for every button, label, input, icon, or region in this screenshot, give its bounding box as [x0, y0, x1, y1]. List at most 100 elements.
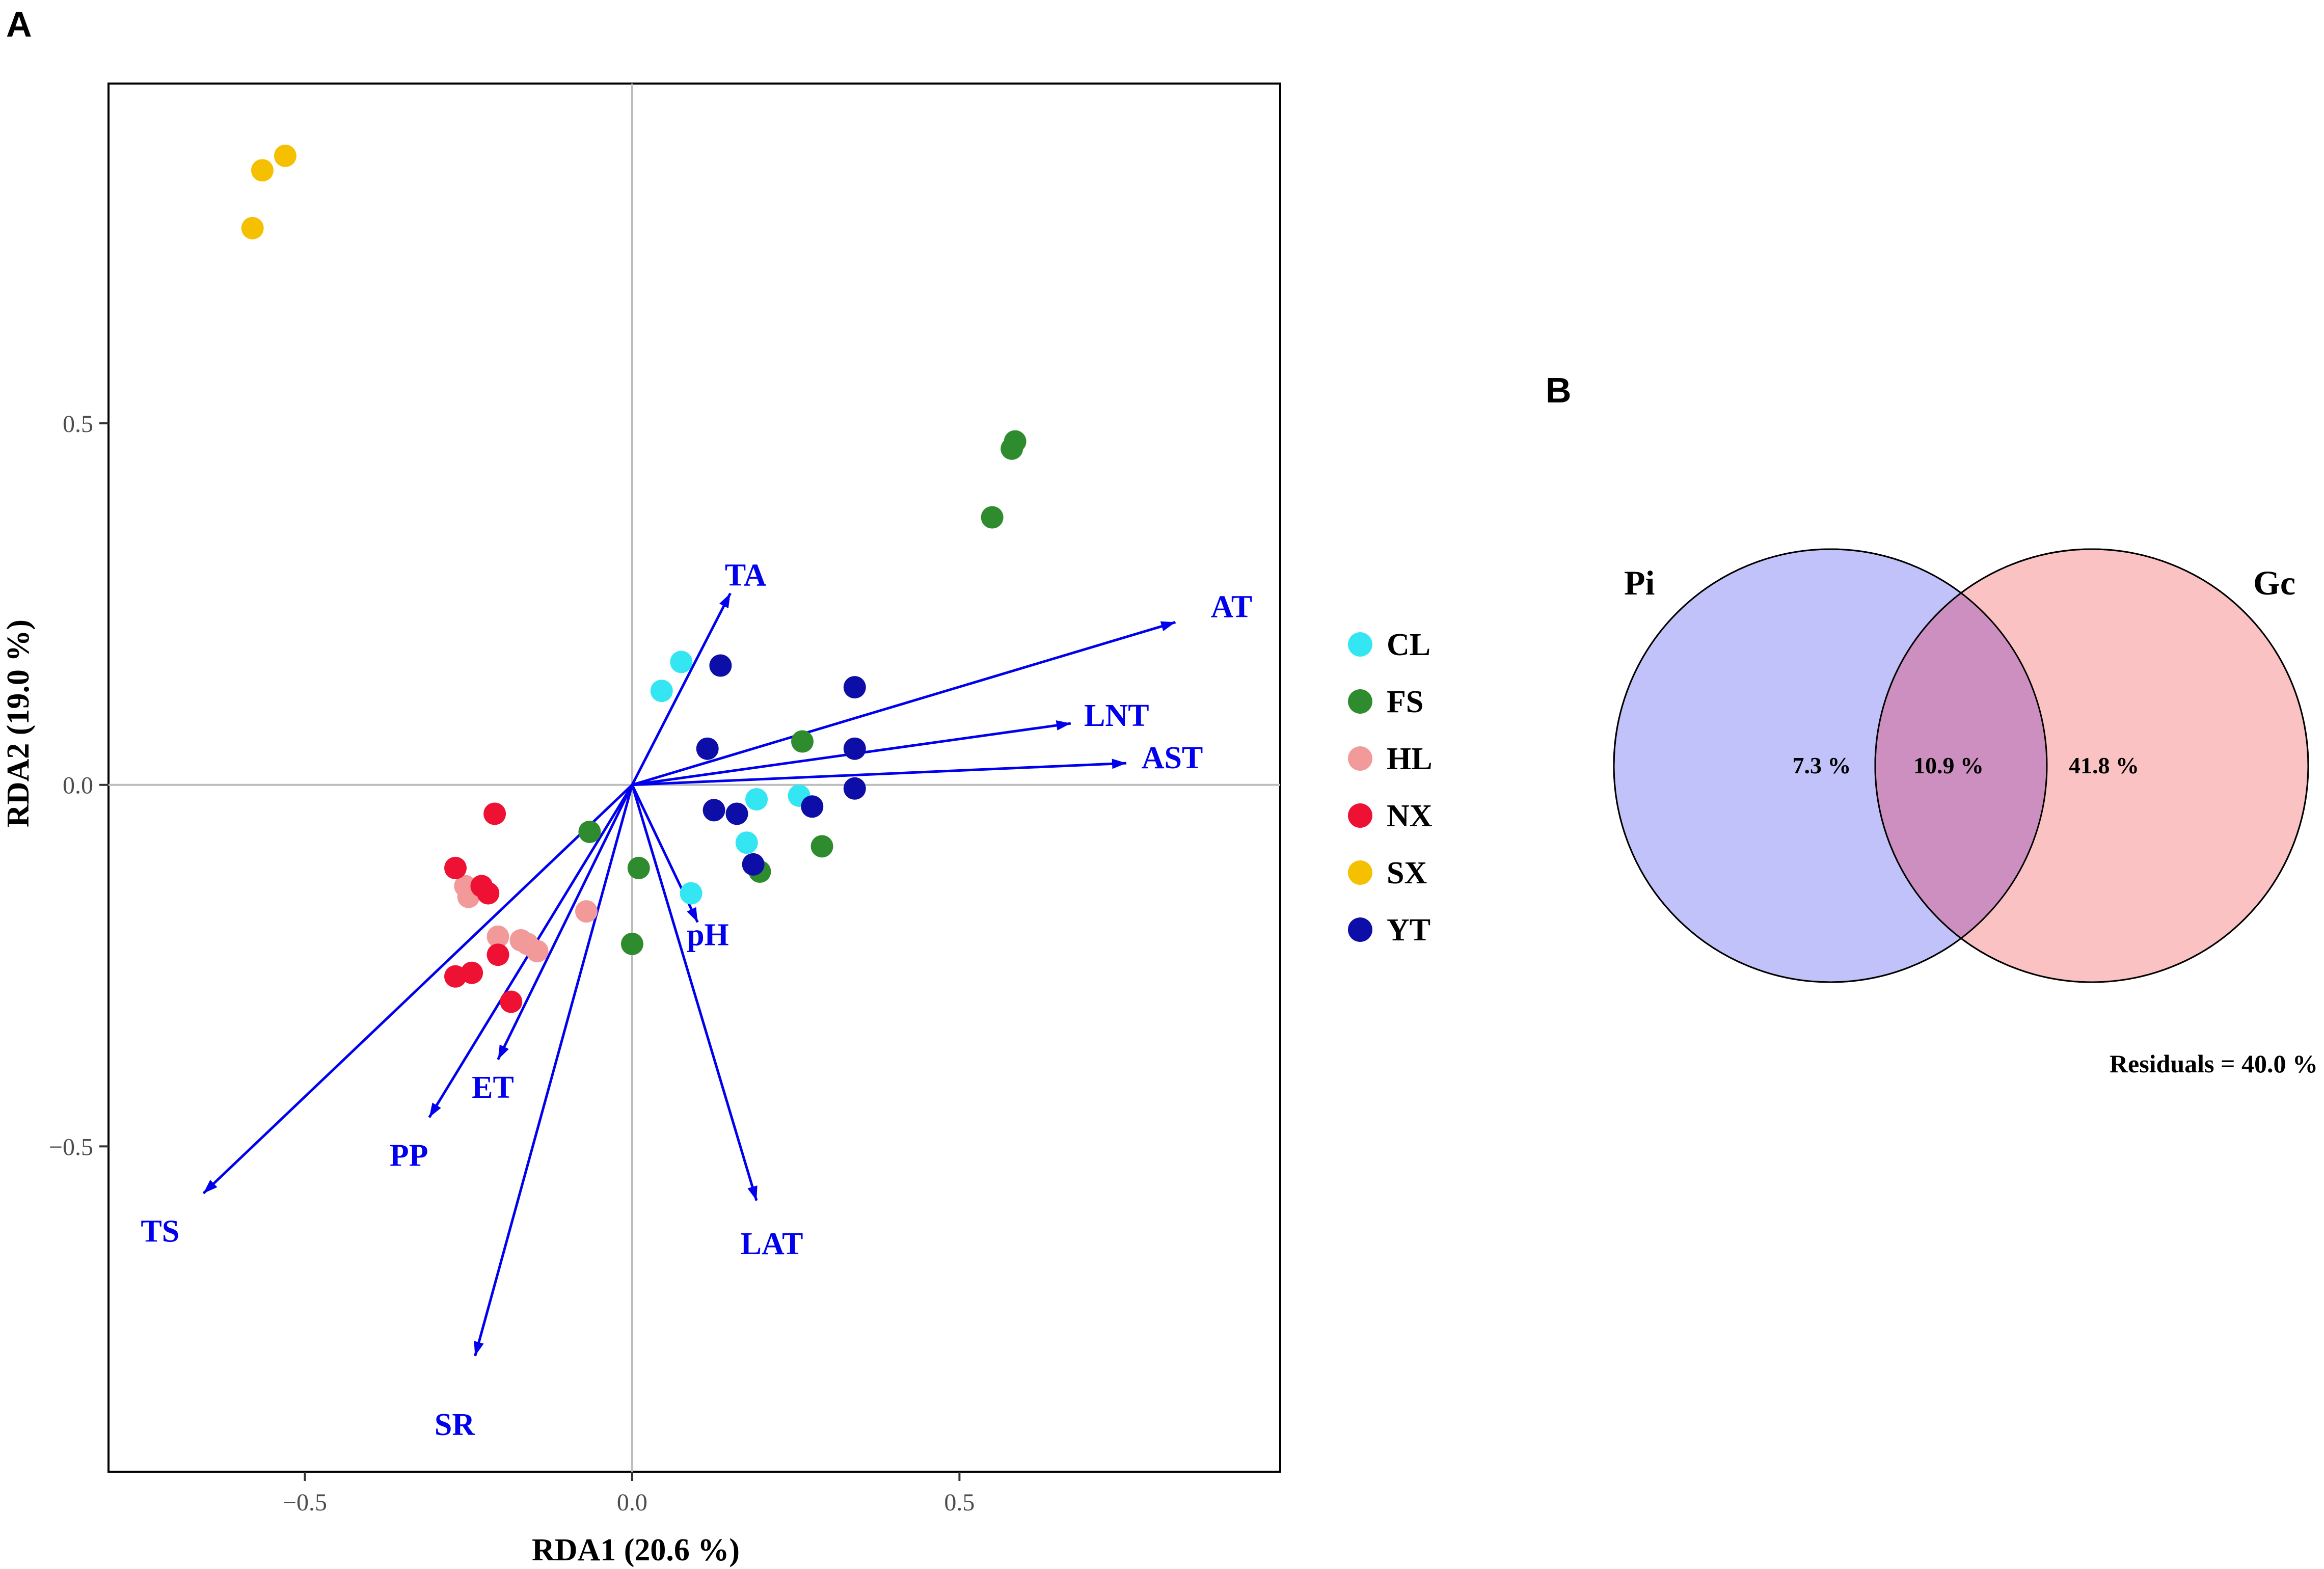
sample-point-yt	[843, 737, 866, 760]
y-tick-label: 0.5	[63, 411, 93, 438]
vector-ts-line	[202, 783, 633, 1195]
vector-sr-line	[474, 784, 634, 1357]
sample-point-yt	[696, 737, 719, 760]
sample-point-cl	[745, 788, 768, 811]
x-tick-label: 0.0	[617, 1489, 647, 1516]
vector-et-label: ET	[472, 1070, 514, 1105]
sample-point-hl	[526, 940, 549, 963]
sample-points	[241, 144, 1026, 1013]
y-axis-title: RDA2 (19.0 %)	[1, 619, 36, 827]
vector-ta-label: TA	[725, 558, 767, 593]
sample-point-nx	[500, 990, 523, 1013]
x-axis-ticks: −0.5 0.0 0.5	[283, 1472, 975, 1516]
legend-swatch-sx	[1348, 860, 1372, 885]
sample-point-yt	[843, 676, 866, 699]
residuals-label: Residuals = 40.0 %	[2110, 1049, 2318, 1078]
legend: CL FS HL NX SX YT	[1348, 628, 1433, 948]
sample-point-yt	[742, 853, 765, 876]
sample-point-yt	[801, 795, 824, 818]
sample-point-nx	[444, 856, 467, 879]
legend-swatch-hl	[1348, 746, 1372, 771]
legend-swatch-yt	[1348, 917, 1372, 942]
legend-label-cl: CL	[1387, 628, 1430, 662]
vector-ast-arrowhead	[1112, 759, 1127, 769]
vector-ts-label: TS	[141, 1214, 179, 1249]
vector-pp-arrowhead	[429, 1102, 441, 1118]
vector-ph-arrowhead	[687, 907, 698, 923]
sample-point-sx	[251, 159, 274, 182]
vector-sr-arrowhead	[474, 1341, 484, 1356]
sample-point-sx	[274, 144, 296, 167]
x-tick-label: −0.5	[283, 1489, 327, 1516]
venn-outline-pi	[1613, 548, 2048, 983]
rda-biplot: −0.5 0.0 0.5 0.5 0.0 −0.5 TA AT LNT AST pH ET PP TS…	[1, 83, 1281, 1567]
venn-label-pi: Pi	[1624, 563, 1655, 602]
sample-point-nx	[483, 802, 506, 825]
sample-point-sx	[241, 217, 264, 239]
legend-swatch-cl	[1348, 632, 1372, 657]
sample-point-cl	[650, 680, 673, 702]
venn-value-gc-only: 41.8 %	[2069, 752, 2139, 778]
venn-overlap	[1875, 549, 2047, 982]
vector-lnt-label: LNT	[1084, 698, 1149, 733]
vector-lat-label: LAT	[741, 1227, 803, 1261]
sample-point-fs	[578, 820, 601, 843]
vector-et-line	[497, 784, 634, 1061]
legend-swatch-fs	[1348, 689, 1372, 714]
vector-ast-label: AST	[1142, 741, 1203, 775]
vector-sr-label: SR	[435, 1408, 475, 1442]
sample-point-yt	[709, 654, 732, 677]
sample-point-cl	[680, 882, 702, 905]
vector-at-label: AT	[1211, 589, 1253, 624]
sample-point-fs	[810, 835, 833, 858]
sample-point-nx	[444, 965, 467, 988]
venn-diagram: Pi Gc 7.3 % 10.9 % 41.8 % Residuals = 40…	[1613, 548, 2318, 1078]
vector-ta-arrowhead	[719, 593, 731, 609]
sample-point-fs	[620, 932, 643, 955]
plot-panel	[107, 83, 1281, 1473]
venn-value-pi-only: 7.3 %	[1793, 752, 1851, 778]
sample-point-cl	[735, 831, 758, 854]
vector-ts-arrowhead	[203, 1180, 218, 1194]
sample-point-yt	[702, 799, 725, 822]
legend-label-sx: SX	[1387, 856, 1427, 890]
x-tick-label: 0.5	[944, 1489, 975, 1516]
sample-point-fs	[627, 856, 650, 879]
sample-point-yt	[725, 802, 748, 825]
legend-label-nx: NX	[1387, 799, 1433, 833]
vector-lat-arrowhead	[747, 1185, 758, 1201]
sample-point-fs	[791, 730, 814, 753]
panel-b-label: B	[1546, 370, 1572, 410]
venn-outline-gc	[1874, 548, 2309, 983]
vector-ast-line	[632, 762, 1127, 787]
vector-ta-line	[631, 592, 732, 786]
sample-point-hl	[487, 925, 509, 948]
y-axis-ticks: 0.5 0.0 −0.5	[49, 411, 109, 1160]
sample-point-nx	[487, 943, 509, 966]
y-tick-label: 0.0	[63, 772, 93, 799]
vector-et-arrowhead	[498, 1044, 509, 1060]
x-axis-title: RDA1 (20.6 %)	[532, 1533, 740, 1567]
sample-point-cl	[670, 651, 693, 673]
legend-label-yt: YT	[1387, 913, 1430, 948]
venn-value-overlap: 10.9 %	[1913, 752, 1984, 778]
panel-a-label: A	[6, 5, 32, 44]
legend-swatch-nx	[1348, 803, 1372, 828]
vector-pp-label: PP	[390, 1139, 428, 1173]
sample-point-fs	[1001, 437, 1023, 460]
legend-label-fs: FS	[1387, 685, 1423, 719]
vector-at-line	[632, 620, 1176, 787]
legend-label-hl: HL	[1387, 742, 1433, 776]
sample-point-yt	[843, 777, 866, 800]
vector-lat-line	[631, 784, 758, 1201]
sample-point-fs	[981, 506, 1004, 529]
vector-ph-label: pH	[687, 917, 729, 952]
vector-at-arrowhead	[1160, 621, 1176, 631]
sample-point-nx	[477, 882, 500, 905]
y-tick-label: −0.5	[49, 1133, 93, 1160]
sample-point-hl	[575, 900, 598, 923]
environment-vectors: TA AT LNT AST pH ET PP TS LAT SR	[141, 558, 1252, 1442]
venn-label-gc: Gc	[2253, 563, 2295, 602]
vector-lnt-arrowhead	[1056, 720, 1071, 731]
